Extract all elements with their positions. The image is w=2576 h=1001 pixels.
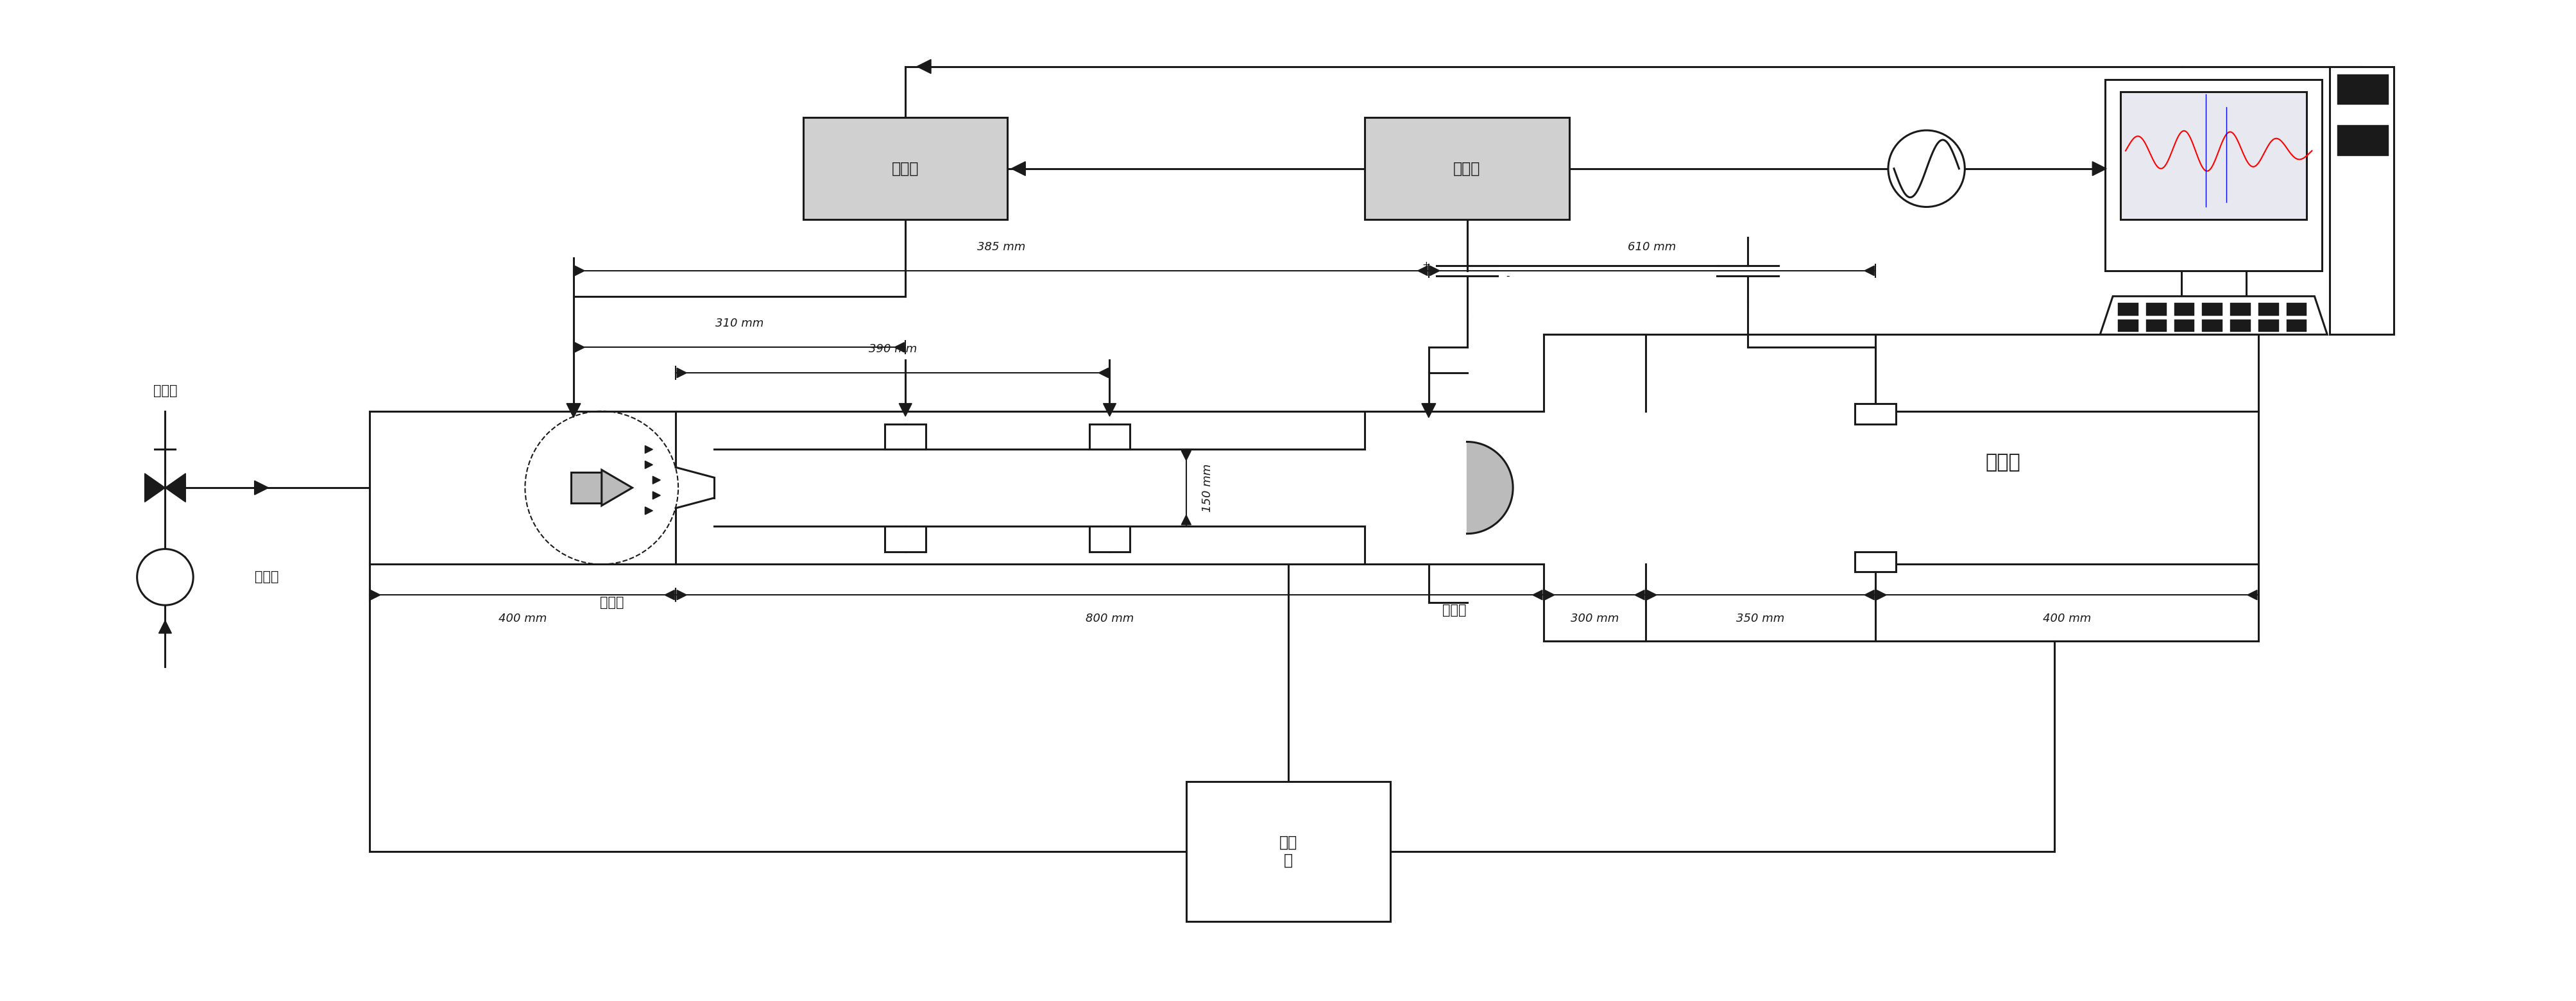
- Polygon shape: [2099, 296, 2326, 334]
- Bar: [1855, 552, 1896, 572]
- Text: 400 mm: 400 mm: [497, 613, 546, 625]
- Text: 300 mm: 300 mm: [1571, 613, 1618, 625]
- Polygon shape: [1633, 591, 1643, 600]
- Polygon shape: [1103, 403, 1115, 416]
- Bar: [1185, 782, 1391, 922]
- Bar: [2146, 302, 2166, 315]
- Polygon shape: [652, 491, 659, 499]
- Text: 390 mm: 390 mm: [868, 343, 917, 355]
- Bar: [2202, 302, 2223, 315]
- Polygon shape: [1466, 441, 1512, 534]
- Bar: [2105, 79, 2321, 270]
- Polygon shape: [2246, 591, 2257, 600]
- Text: 150 mm: 150 mm: [1200, 463, 1213, 512]
- Bar: [2174, 319, 2195, 332]
- Polygon shape: [677, 368, 685, 377]
- Bar: [2336, 125, 2388, 156]
- Bar: [804, 117, 1007, 219]
- Bar: [2202, 319, 2223, 332]
- Bar: [1365, 117, 1569, 219]
- Polygon shape: [644, 445, 652, 453]
- Bar: [2174, 302, 2195, 315]
- Text: 385 mm: 385 mm: [976, 241, 1025, 253]
- Text: 真空室: 真空室: [1986, 452, 2020, 471]
- Text: 控制器: 控制器: [1453, 161, 1481, 176]
- Polygon shape: [1422, 403, 1435, 417]
- Polygon shape: [1865, 591, 1873, 600]
- Text: 分子
泵: 分子 泵: [1278, 835, 1298, 868]
- Polygon shape: [574, 342, 585, 352]
- Bar: [2146, 319, 2166, 332]
- Polygon shape: [574, 266, 585, 275]
- Polygon shape: [1875, 591, 1886, 600]
- Polygon shape: [665, 591, 675, 600]
- Polygon shape: [1097, 368, 1108, 377]
- Polygon shape: [1533, 591, 1543, 600]
- Bar: [2120, 92, 2306, 219]
- Text: 400 mm: 400 mm: [2043, 613, 2092, 625]
- Bar: [2285, 302, 2306, 315]
- Text: 800 mm: 800 mm: [1084, 613, 1133, 625]
- Polygon shape: [2092, 161, 2107, 175]
- Polygon shape: [1546, 591, 1553, 600]
- Bar: [884, 527, 925, 552]
- Bar: [572, 472, 603, 504]
- Polygon shape: [677, 591, 685, 600]
- Polygon shape: [603, 469, 631, 506]
- Text: 驱动器: 驱动器: [891, 161, 920, 176]
- Bar: [2231, 319, 2249, 332]
- Polygon shape: [1430, 266, 1440, 275]
- Text: 610 mm: 610 mm: [1628, 241, 1677, 253]
- Text: 350 mm: 350 mm: [1736, 613, 1785, 625]
- Bar: [2329, 66, 2393, 334]
- Text: 麦克风: 麦克风: [1443, 604, 1466, 617]
- Bar: [2285, 319, 2306, 332]
- Polygon shape: [255, 480, 268, 494]
- Polygon shape: [917, 59, 930, 73]
- Polygon shape: [1865, 266, 1873, 275]
- Polygon shape: [652, 476, 659, 483]
- Text: 泄压阀: 泄压阀: [152, 384, 178, 397]
- Bar: [2257, 319, 2277, 332]
- Text: 脉冲阀: 脉冲阀: [600, 597, 623, 609]
- Polygon shape: [144, 473, 165, 503]
- Bar: [1855, 403, 1896, 423]
- Bar: [2336, 74, 2388, 105]
- Bar: [2257, 302, 2277, 315]
- Polygon shape: [644, 460, 652, 468]
- Text: 压力表: 压力表: [255, 571, 278, 584]
- Circle shape: [1888, 130, 1965, 207]
- Polygon shape: [1180, 516, 1190, 525]
- Polygon shape: [1180, 450, 1190, 460]
- Polygon shape: [1012, 161, 1025, 175]
- Bar: [2117, 319, 2138, 332]
- Text: 310 mm: 310 mm: [716, 318, 762, 329]
- Text: +: +: [1422, 261, 1430, 270]
- Polygon shape: [1417, 266, 1427, 275]
- Polygon shape: [899, 403, 912, 416]
- Bar: [884, 423, 925, 449]
- Polygon shape: [371, 591, 381, 600]
- Polygon shape: [644, 507, 652, 515]
- Bar: [1090, 527, 1131, 552]
- Text: -: -: [1507, 271, 1510, 280]
- Bar: [2117, 302, 2138, 315]
- Circle shape: [137, 549, 193, 606]
- Polygon shape: [160, 621, 173, 634]
- Polygon shape: [567, 403, 580, 417]
- Bar: [1090, 423, 1131, 449]
- Bar: [2231, 302, 2249, 315]
- Polygon shape: [894, 342, 904, 352]
- Polygon shape: [1646, 591, 1656, 600]
- Polygon shape: [165, 473, 185, 503]
